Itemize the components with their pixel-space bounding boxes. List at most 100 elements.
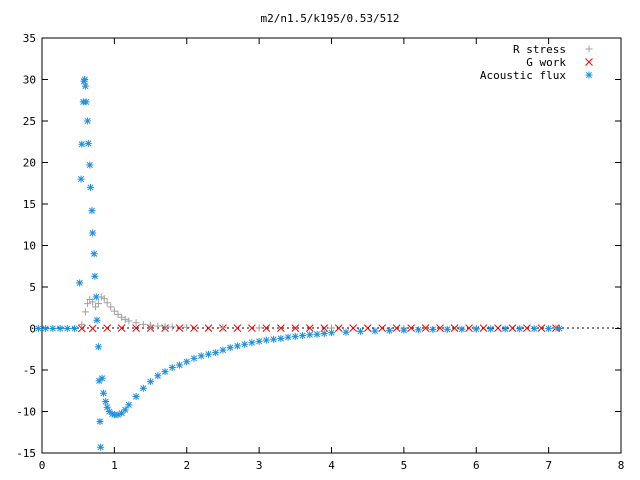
data-point <box>241 340 249 348</box>
data-point <box>407 324 415 332</box>
data-point <box>161 322 169 330</box>
y-tick-label: 25 <box>23 115 36 128</box>
data-point <box>114 310 122 318</box>
data-point <box>107 303 115 311</box>
data-point <box>84 300 92 308</box>
legend-label: R stress <box>513 43 566 56</box>
data-point <box>284 333 292 341</box>
data-point <box>183 358 191 366</box>
data-point <box>392 324 401 332</box>
data-point <box>349 324 358 332</box>
data-point <box>98 374 106 382</box>
data-point <box>545 325 553 333</box>
data-point <box>94 300 102 308</box>
data-point <box>450 324 459 332</box>
data-point <box>82 98 90 106</box>
data-point <box>233 324 242 332</box>
data-point <box>204 324 213 332</box>
y-tick-label: -10 <box>16 406 36 419</box>
y-tick-label: 30 <box>23 74 36 87</box>
data-point <box>161 368 169 376</box>
data-point <box>458 325 466 333</box>
x-tick-label: 4 <box>328 459 335 472</box>
data-point <box>277 334 285 342</box>
data-point <box>78 320 86 328</box>
x-tick-label: 5 <box>401 459 408 472</box>
data-point <box>63 325 71 332</box>
data-point <box>501 325 509 333</box>
data-point <box>320 324 329 332</box>
data-point <box>117 324 126 332</box>
data-point <box>487 325 495 333</box>
data-point <box>168 364 176 372</box>
data-point <box>89 298 97 306</box>
data-point <box>71 325 79 332</box>
data-point <box>421 324 430 332</box>
data-point <box>125 317 133 325</box>
data-point <box>78 140 86 148</box>
data-point <box>226 344 234 352</box>
data-point <box>100 389 108 397</box>
data-point <box>371 327 379 335</box>
data-point <box>110 307 118 315</box>
data-point <box>530 325 538 333</box>
data-point <box>305 324 314 332</box>
data-point <box>100 295 108 303</box>
data-point <box>108 410 116 418</box>
data-point <box>132 393 140 401</box>
y-tick-label: -15 <box>16 447 36 460</box>
y-tick-label: -5 <box>23 364 36 377</box>
series-r-stress <box>78 293 560 332</box>
data-point <box>147 378 155 386</box>
data-point <box>77 175 85 183</box>
data-point <box>139 384 147 392</box>
data-point <box>96 417 104 425</box>
data-point <box>356 327 364 335</box>
data-point <box>90 250 98 258</box>
data-point <box>80 77 88 85</box>
data-point <box>190 324 198 332</box>
data-point <box>121 406 129 414</box>
data-point <box>81 76 89 83</box>
x-tick-label: 6 <box>473 459 480 472</box>
legend-marker <box>585 58 593 66</box>
data-point <box>212 349 220 357</box>
chart-title: m2/n1.5/k195/0.53/512 <box>260 12 399 25</box>
data-point <box>385 327 393 335</box>
data-point <box>378 324 387 332</box>
data-point <box>81 308 89 316</box>
data-point <box>320 329 328 337</box>
data-point <box>219 346 227 354</box>
axis-ticks: 0 1 2 3 4 5 6 7 8 -15 -10 -5 0 5 10 15 20 25 30 35 <box>16 32 624 472</box>
data-point <box>523 324 531 332</box>
data-point <box>204 350 212 358</box>
data-point <box>414 326 422 334</box>
y-tick-label: 5 <box>29 281 36 294</box>
y-tick-label: 10 <box>23 240 36 253</box>
data-point <box>183 323 191 331</box>
x-tick-label: 1 <box>111 459 118 472</box>
data-point <box>154 372 162 380</box>
data-point <box>91 272 99 280</box>
data-point <box>147 321 155 329</box>
legend-marker <box>585 71 593 79</box>
data-point <box>42 325 50 332</box>
data-point <box>328 329 335 337</box>
data-point <box>88 207 96 215</box>
data-point <box>443 325 451 333</box>
data-point <box>262 336 270 344</box>
data-point <box>508 324 517 332</box>
data-point <box>92 293 100 301</box>
data-point <box>465 324 473 332</box>
data-point <box>436 324 444 332</box>
y-tick-label: 35 <box>23 32 36 45</box>
data-point <box>118 409 126 417</box>
data-point <box>56 325 64 332</box>
x-tick-label: 8 <box>618 459 625 472</box>
data-point <box>118 313 126 321</box>
data-point <box>132 319 140 327</box>
y-tick-label: 20 <box>23 157 36 170</box>
data-point <box>97 443 105 451</box>
